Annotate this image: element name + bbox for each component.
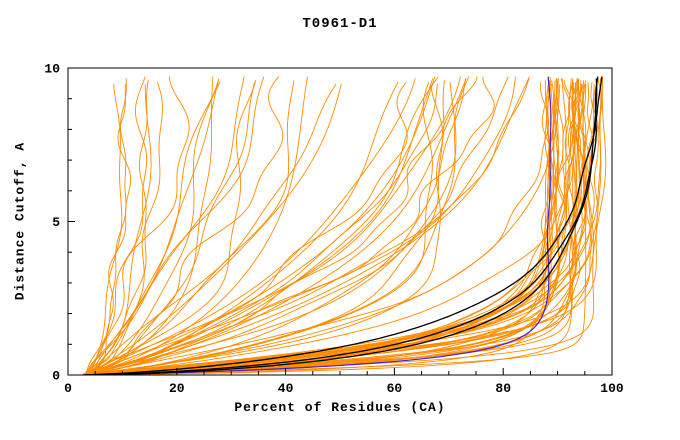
orange-model-curve-good: [82, 80, 550, 376]
orange-model-curve-mid: [87, 80, 445, 376]
orange-model-curve-poor: [90, 82, 219, 376]
orange-model-curve-mid: [85, 82, 457, 376]
orange-model-curve-good: [89, 78, 568, 376]
chart-title: T0961-D1: [302, 16, 378, 32]
orange-model-curve-mid: [85, 78, 467, 376]
orange-model-curve-poor: [83, 76, 439, 376]
orange-model-curve-poor: [84, 76, 265, 376]
orange-model-curve-mid: [86, 81, 399, 376]
orange-model-curve-poor: [91, 81, 256, 376]
orange-model-curve-good: [91, 83, 586, 376]
orange-model-curve-steep-left: [90, 83, 132, 376]
x-axis-label: Percent of Residues (CA): [234, 400, 446, 415]
x-tick-label: 80: [495, 381, 511, 396]
orange-model-curve-mid: [86, 76, 461, 376]
orange-model-curve-poor: [90, 83, 337, 376]
x-tick-label: 60: [387, 381, 403, 396]
orange-model-curve-poor: [90, 76, 284, 376]
blue-curve: [84, 76, 552, 376]
orange-model-curve-steep-left: [89, 83, 123, 376]
orange-model-curve-mid: [90, 83, 444, 376]
orange-model-curve-poor: [85, 83, 342, 376]
orange-model-curve-mid: [90, 81, 433, 376]
orange-model-curve-good: [87, 76, 603, 376]
orange-model-curve-mid: [90, 78, 466, 376]
orange-model-curve-good: [84, 78, 607, 376]
orange-model-curve-poor: [82, 81, 221, 376]
orange-model-curve-poor: [83, 76, 245, 376]
orange-model-curve-mid: [92, 83, 438, 376]
orange-model-curve-poor: [86, 78, 434, 376]
orange-model-curve-good: [86, 76, 599, 376]
orange-model-curve-mid: [82, 83, 561, 376]
orange-model-curve-poor: [85, 76, 308, 376]
orange-model-curve-good: [82, 80, 552, 376]
curves-layer: [81, 76, 607, 376]
y-tick-label: 0: [52, 369, 60, 384]
orange-model-curve-good: [92, 84, 595, 376]
orange-model-curve-mid: [87, 76, 509, 376]
orange-model-curve-poor: [83, 81, 408, 376]
x-tick-label: 100: [600, 381, 624, 396]
orange-model-curve-steep-left: [90, 81, 163, 376]
x-tick-label: 20: [169, 381, 185, 396]
orange-model-curve-good: [89, 76, 603, 376]
orange-model-curve-good: [88, 82, 599, 376]
orange-model-curve-good: [90, 80, 577, 376]
plot-frame: [67, 67, 613, 376]
black-curve-2: [85, 78, 598, 376]
orange-model-curve-steep-left: [84, 76, 148, 376]
orange-model-curve-mid: [83, 76, 495, 376]
orange-model-curve-good: [88, 82, 581, 376]
orange-model-curve-poor: [84, 78, 220, 376]
orange-model-curve-poor: [81, 76, 190, 376]
orange-model-curve-poor: [83, 80, 295, 376]
orange-model-curve-good: [81, 78, 580, 376]
black-curve-1: [84, 76, 599, 376]
orange-model-curve-steep-left: [89, 80, 149, 376]
y-tick-label: 5: [52, 215, 60, 230]
x-tick-label: 40: [278, 381, 294, 396]
orange-model-curve-steep-left: [85, 78, 127, 376]
orange-model-curve-mid: [87, 76, 516, 376]
orange-model-curve-mid: [88, 80, 582, 376]
orange-model-curve-good: [89, 78, 602, 376]
black-curve-3: [83, 76, 603, 376]
x-tick-label: 0: [64, 381, 72, 396]
orange-model-curve-mid: [88, 76, 530, 376]
orange-model-curve-good: [83, 82, 577, 376]
orange-model-curve-good: [85, 78, 566, 376]
y-tick-label: 10: [44, 62, 60, 77]
orange-model-curve-steep-left: [83, 76, 214, 376]
orange-model-curve-steep-left: [86, 80, 257, 376]
orange-model-curve-mid: [84, 76, 436, 376]
